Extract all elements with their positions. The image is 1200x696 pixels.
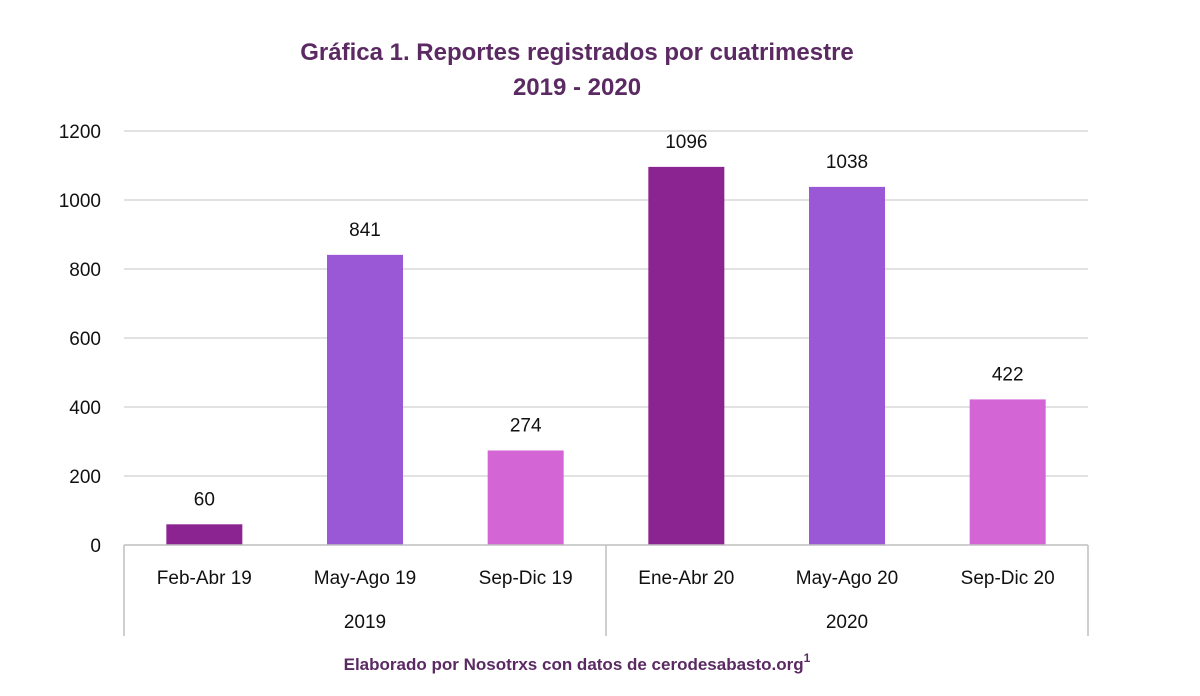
x-category-label: Ene-Abr 20 [638,568,734,589]
data-label: 60 [194,489,215,510]
gridlines [124,130,1088,477]
x-category-label: Sep-Dic 19 [479,568,573,589]
chart-title-line-1: Gráfica 1. Reportes registrados por cuat… [300,39,854,66]
x-axis: Feb-Abr 19 May-Ago 19 Sep-Dic 19 Ene-Abr 20… [123,544,1089,636]
y-tick-label: 0 [90,536,101,557]
y-tick-label: 1200 [59,122,101,143]
y-tick-label: 400 [69,398,101,419]
y-axis: 0 200 400 600 800 1000 1200 [59,122,101,557]
chart-footer: Elaborado por Nosotrxs con datos de cero… [344,651,811,674]
data-label: 1038 [826,152,868,173]
data-label: 422 [992,364,1024,385]
x-group-label: 2020 [826,612,868,633]
data-label: 841 [349,220,381,241]
y-tick-label: 1000 [59,191,101,212]
data-label: 1096 [665,132,707,153]
x-category-label: May-Ago 20 [796,568,898,589]
y-tick-label: 200 [69,467,101,488]
bar-may-ago-20 [809,186,885,545]
bar-sep-dic-20 [969,399,1046,545]
bar-ene-abr-20 [648,166,725,545]
bar-sep-dic-19 [487,450,564,545]
bar-may-ago-19 [327,254,403,546]
bars [166,166,1046,546]
data-labels: 60 841 274 1096 1038 422 [194,132,1024,510]
bar-feb-abr-19 [166,524,243,545]
footer-text: Elaborado por Nosotrxs con datos de cero… [344,655,804,674]
data-label: 274 [510,415,542,436]
x-category-label: Sep-Dic 20 [961,568,1055,589]
x-category-label: Feb-Abr 19 [157,568,252,589]
y-tick-label: 800 [69,260,101,281]
y-tick-label: 600 [69,329,101,350]
footer-superscript: 1 [804,651,811,665]
x-category-label: May-Ago 19 [314,568,416,589]
x-group-label: 2019 [344,612,386,633]
chart-title-line-2: 2019 - 2020 [513,74,641,101]
